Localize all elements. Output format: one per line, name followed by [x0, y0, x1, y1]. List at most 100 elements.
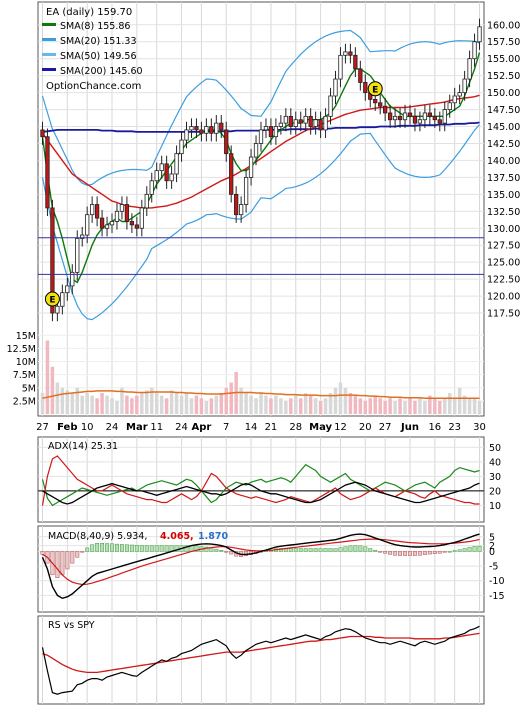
volume-bar [105, 395, 109, 414]
candle-up [243, 176, 249, 205]
macd-histogram-bar [408, 551, 412, 556]
legend-sma50: SMA(50) 149.56 [60, 51, 137, 62]
volume-bar [438, 400, 442, 414]
x-tick-label: 14 [245, 422, 258, 433]
candle-down [194, 126, 199, 131]
volume-bar [264, 395, 268, 414]
macd-line [41, 533, 480, 600]
candle-down [412, 115, 418, 124]
volume-bar [378, 398, 382, 414]
volume-bar [40, 393, 45, 414]
earnings-marker-label: E [372, 85, 378, 95]
candle-up [55, 305, 60, 314]
price-y-tick-label: 137.50 [487, 173, 520, 184]
macd-y-tick-label: -5 [489, 562, 498, 573]
indicator-series [38, 237, 484, 695]
candle-down [363, 82, 368, 94]
volume-bar [55, 382, 60, 414]
volume-bar [284, 400, 288, 414]
rs-panel-frame [37, 615, 485, 705]
macd-histogram-bar [413, 551, 417, 556]
candle-up [328, 95, 333, 117]
price-y-tick-label: 132.50 [487, 207, 520, 218]
rs-ma-line [42, 632, 480, 674]
volume-bar [50, 366, 55, 414]
volume-average-line [42, 390, 480, 399]
candle-down [268, 126, 274, 138]
volume-y-tick-label: 7.5M [13, 370, 36, 381]
macd-histogram-bar [70, 551, 75, 564]
volume-bar [428, 395, 432, 414]
candle-up [248, 156, 254, 178]
candle-up [139, 207, 144, 229]
candle-up [313, 119, 318, 127]
candle-up [70, 271, 75, 287]
x-tick-label: 27 [379, 422, 392, 433]
earnings-marker [367, 81, 383, 97]
candle-up [119, 204, 125, 212]
volume-bar [403, 400, 407, 414]
volume-bar [393, 400, 397, 414]
rs-label: RS vs SPY [48, 620, 95, 631]
macd-histogram-bar [452, 550, 457, 552]
price-y-tick-label: 125.00 [487, 258, 520, 269]
adx-line [42, 481, 480, 505]
macd-histogram-bar [427, 551, 432, 555]
price-series: EE [40, 18, 482, 322]
candle-up [169, 173, 174, 182]
volume-bar [214, 395, 219, 414]
volume-bar [408, 398, 412, 414]
macd-histogram-bar [164, 545, 169, 552]
legend-sma8: SMA(8) 155.86 [60, 21, 130, 32]
macd-histogram-bar [338, 547, 343, 552]
volume-bar [110, 398, 114, 414]
candle-up [422, 112, 428, 121]
volume-bar [199, 398, 204, 414]
macd-histogram-bar [398, 551, 402, 556]
volume-bar [289, 398, 293, 414]
volume-bar [254, 398, 258, 414]
candle-down [373, 98, 378, 104]
volume-bar [95, 398, 99, 414]
macd-histogram-bar [353, 545, 358, 552]
macd-histogram-bar [447, 551, 452, 553]
candle-down [318, 119, 323, 131]
candle-up [258, 129, 264, 144]
candle-down [378, 102, 383, 107]
volume-bar [194, 395, 199, 414]
volume-bar [328, 393, 333, 414]
legend-sma200: SMA(200) 145.60 [60, 66, 143, 77]
legend-swatch-sma8 [42, 23, 56, 26]
volume-y-tick-label: 5M [22, 383, 36, 394]
volume-bar [229, 382, 233, 414]
price-y-tick-label: 147.50 [487, 105, 520, 116]
volume-bar [115, 400, 119, 414]
volume-bar [447, 393, 452, 414]
macd-histogram-bar [288, 548, 293, 552]
macd-histogram-bar [388, 551, 393, 555]
bollinger-lower-line [41, 124, 480, 321]
macd-histogram-bar [363, 546, 368, 552]
macd-histogram-bar [100, 543, 105, 552]
macd-histogram-bar [432, 551, 437, 554]
candle-down [229, 153, 234, 195]
candle-up [65, 285, 70, 294]
volume-bar [358, 398, 363, 414]
price-y-tick-label: 135.00 [487, 190, 520, 201]
price-y-tick-label: 117.50 [487, 309, 520, 320]
candle-up [452, 95, 457, 104]
candle-up [303, 115, 308, 124]
x-tick-label: 30 [473, 422, 486, 433]
volume-bar [179, 395, 184, 414]
macd-histogram-bar [115, 543, 119, 552]
candle-down [288, 115, 293, 127]
macd-histogram-bar [343, 546, 348, 552]
macd-histogram-bar [40, 551, 45, 555]
price-y-tick-label: 140.00 [487, 156, 520, 167]
volume-bars [40, 340, 482, 414]
volume-bar [174, 393, 179, 414]
candle-up [204, 126, 209, 134]
volume-bar [333, 387, 338, 414]
candle-up [189, 126, 194, 131]
macd-histogram-bar [144, 545, 149, 552]
